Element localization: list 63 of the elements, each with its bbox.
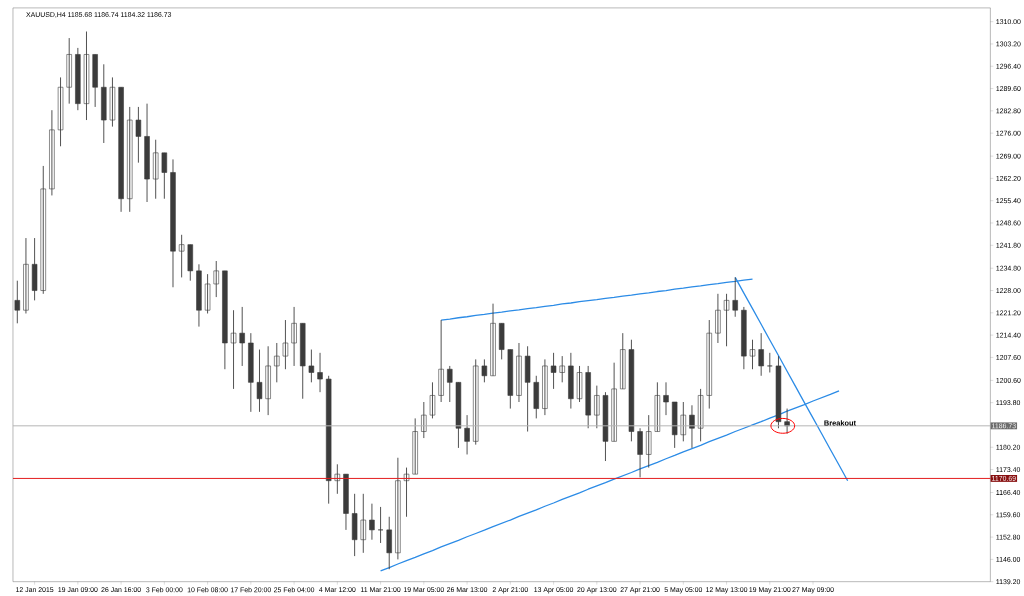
candlestick [248,332,254,413]
candlestick [360,493,366,554]
candlestick [602,391,609,462]
candlestick [767,352,773,374]
candlestick [680,401,687,443]
candlestick [161,152,168,200]
candlestick [524,346,531,433]
candlestick [40,165,46,295]
candlestick [213,260,219,298]
candlestick [533,375,539,420]
candlestick [325,375,332,505]
candlestick [274,342,280,384]
candlestick [671,401,678,449]
candlestick [377,506,384,544]
candlestick [576,365,583,403]
candlestick [14,280,21,324]
candlestick [282,319,289,370]
candlestick [127,106,133,213]
candlestick [178,234,185,279]
candlestick [723,293,730,347]
candlestick [455,382,462,449]
candlestick [101,64,107,144]
candlestick [351,493,358,557]
candlestick [628,339,635,443]
candlestick [654,382,661,433]
candlestick [620,332,626,390]
candlestick [507,349,514,410]
candlestick [429,382,436,420]
candlestick [57,77,64,147]
candlestick [758,332,764,377]
candlestick [204,273,211,315]
candlestick [421,401,427,439]
candlestick [135,106,142,164]
candlestick [230,309,237,390]
candlestick [334,464,341,495]
candlestick [109,77,116,128]
candlestick [308,349,315,384]
candlestick [775,355,782,429]
candlestick [749,339,756,370]
candlestick [83,31,90,121]
candlestick [31,237,38,302]
candlestick [412,418,418,475]
candlestick [697,388,704,443]
candlestick [645,414,652,469]
candlestick [498,323,505,361]
candlestick [403,467,410,518]
candlestick [152,139,159,200]
candlestick [66,37,72,105]
candlestick [481,359,488,384]
candlestick [239,306,245,367]
candlestick [550,352,557,390]
candlestick [300,323,306,400]
candlestick [585,365,591,429]
candlestick [386,516,392,570]
candlestick [732,277,738,318]
candlestick [75,47,81,111]
candlestick [447,365,453,403]
candlestick [594,385,600,429]
candlestick [187,244,194,282]
candlestick [256,349,263,413]
candlestick [473,359,479,446]
candlestick [559,355,565,384]
candlestick [706,319,712,410]
